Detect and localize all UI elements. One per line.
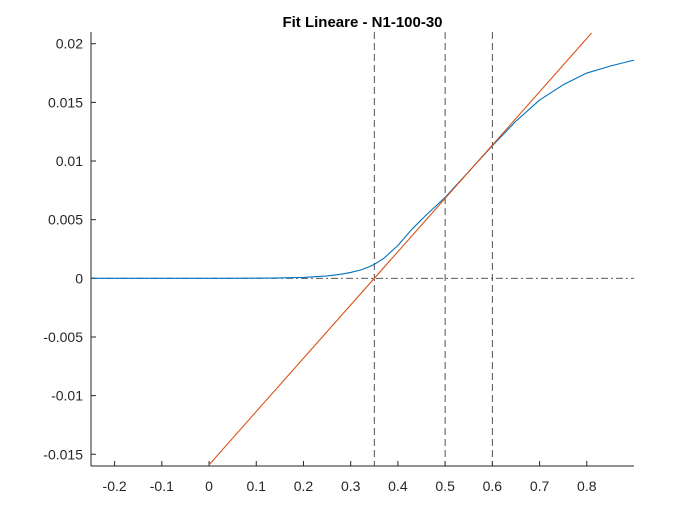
x-tick-label: 0.1: [247, 478, 267, 494]
x-tick-label: -0.2: [103, 478, 127, 494]
x-tick-label: 0.3: [341, 478, 361, 494]
series-group: [91, 32, 635, 466]
y-tick-label: 0: [75, 270, 83, 286]
x-tick-label: 0.5: [435, 478, 455, 494]
x-tick-label: -0.1: [150, 478, 174, 494]
y-tick-label: -0.005: [43, 329, 83, 345]
fit-line: [208, 32, 592, 466]
chart-title: Fit Lineare - N1-100-30: [282, 14, 442, 31]
y-tick-label: 0.015: [48, 94, 83, 110]
x-tick-label: 0.8: [577, 478, 597, 494]
x-tick-label: 0.2: [294, 478, 314, 494]
x-tick-label: 0.7: [530, 478, 550, 494]
x-tick-label: 0: [205, 478, 213, 494]
x-tick-label: 0.4: [388, 478, 408, 494]
x-axis: -0.2 -0.1 0 0.1 0.2 0.3 0.4 0.5 0.6 0.7 0.8: [103, 461, 597, 494]
y-tick-label: -0.01: [51, 388, 83, 404]
data-curve: [91, 59, 635, 279]
reference-lines: [91, 32, 634, 466]
y-tick-label: 0.02: [56, 36, 83, 52]
y-axis: -0.015 -0.01 -0.005 0 0.005 0.01 0.015 0.02: [43, 36, 96, 462]
y-tick-label: 0.005: [48, 212, 83, 228]
axes-box: [90, 32, 634, 467]
y-tick-label: 0.01: [56, 153, 83, 169]
y-tick-label: -0.015: [43, 446, 83, 462]
x-tick-label: 0.6: [483, 478, 503, 494]
